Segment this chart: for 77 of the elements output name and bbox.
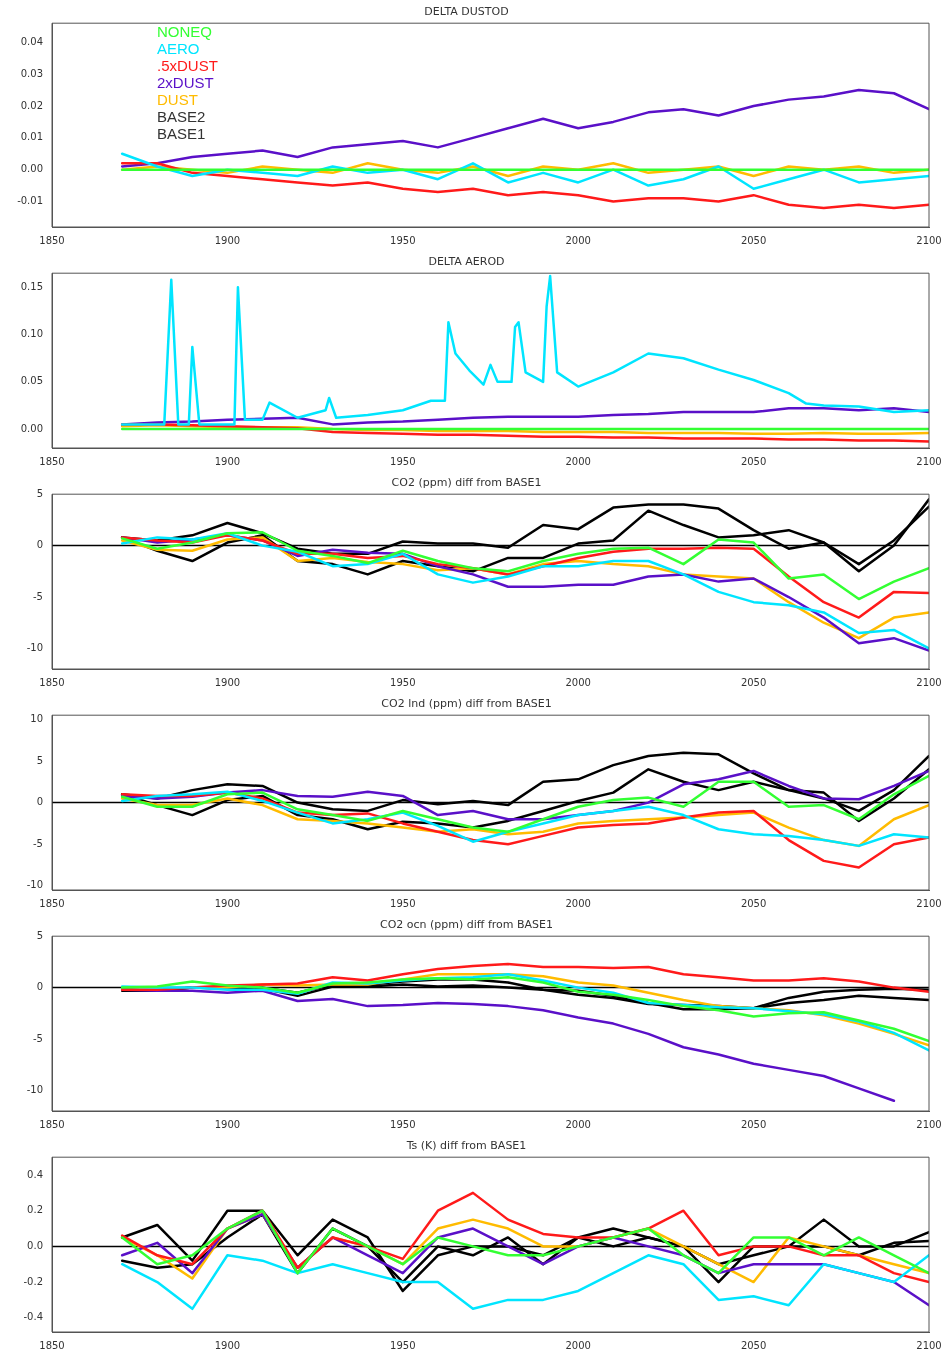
y-tick-label: -10 [26, 879, 43, 891]
y-tick-label: 0.02 [20, 99, 43, 111]
y-tick-label: 0.15 [20, 280, 43, 292]
x-tick-label: 1900 [214, 455, 241, 467]
legend-label: BASE1 [157, 124, 206, 142]
y-tick-label: 10 [30, 712, 43, 724]
x-tick-label: 2050 [740, 1118, 767, 1130]
x-tick-label: 2100 [916, 1339, 942, 1351]
text: 2xDUST [157, 73, 214, 91]
x-tick-label: 2050 [740, 234, 767, 246]
y-tick-label: 5 [36, 754, 43, 766]
x-tick-label: 2100 [916, 455, 942, 467]
x-tick-label: 2000 [565, 1118, 591, 1130]
x-tick-label: 2000 [565, 234, 591, 246]
y-tick-label: -10 [26, 642, 43, 654]
x-tick-label: 1900 [214, 1339, 241, 1351]
y-tick-label: 0 [36, 981, 43, 993]
x-tick-label: 1950 [390, 897, 416, 909]
y-tick-label: -5 [33, 837, 43, 849]
x-tick-label: 2000 [565, 897, 591, 909]
y-tick-label: 0.00 [20, 422, 43, 434]
legend-label: BASE2 [157, 107, 206, 125]
x-tick-label: 2100 [916, 234, 942, 246]
y-tick-label: 0 [36, 796, 43, 808]
x-tick-label: 1850 [39, 897, 65, 909]
chart-title: Ts (K) diff from BASE1 [405, 1139, 527, 1153]
y-tick-label: 0.10 [20, 328, 43, 340]
y-tick-label: 5 [36, 929, 43, 941]
y-tick-label: -5 [33, 590, 43, 602]
x-tick-label: 1850 [39, 1339, 65, 1351]
chart-title: CO2 (ppm) diff from BASE1 [391, 476, 542, 490]
y-tick-label: 0.00 [20, 163, 43, 175]
text: DUST [157, 90, 198, 108]
chart-title: DELTA DUSTOD [424, 5, 509, 19]
x-tick-label: 2050 [740, 897, 767, 909]
y-tick-label: -0.4 [23, 1311, 43, 1323]
x-tick-label: 1850 [39, 676, 65, 688]
y-tick-label: 0.05 [20, 375, 43, 387]
x-tick-label: 2000 [565, 1339, 591, 1351]
x-tick-label: 1950 [390, 234, 416, 246]
x-tick-label: 2100 [916, 676, 942, 688]
x-tick-label: 2000 [565, 455, 591, 467]
x-tick-label: 2050 [740, 455, 767, 467]
y-tick-label: -5 [33, 1032, 43, 1044]
text: .5xDUST [157, 56, 218, 74]
x-tick-label: 1900 [214, 897, 241, 909]
y-tick-label: 0 [36, 539, 43, 551]
x-tick-label: 1900 [214, 1118, 241, 1130]
x-tick-label: 1900 [214, 234, 241, 246]
y-tick-label: 0.03 [20, 67, 43, 79]
x-tick-label: 1850 [39, 1118, 65, 1130]
x-tick-label: 1850 [39, 234, 65, 246]
y-tick-label: 0.4 [27, 1168, 43, 1180]
x-tick-label: 1950 [390, 455, 416, 467]
y-tick-label: 0.2 [27, 1204, 43, 1216]
chart-title: CO2 lnd (ppm) diff from BASE1 [381, 697, 552, 711]
x-tick-label: 2050 [740, 676, 767, 688]
x-tick-label: 2100 [916, 1118, 942, 1130]
y-tick-label: -0.01 [17, 195, 43, 207]
x-tick-label: 2050 [740, 1339, 767, 1351]
y-tick-label: 0.04 [20, 35, 43, 47]
y-tick-label: -10 [26, 1084, 43, 1096]
x-tick-label: 2000 [565, 676, 591, 688]
x-tick-label: 1950 [390, 1118, 416, 1130]
y-tick-label: 0.01 [20, 131, 43, 143]
x-tick-label: 1950 [390, 1339, 416, 1351]
x-tick-label: 1950 [390, 676, 416, 688]
y-tick-label: 5 [36, 487, 43, 499]
x-tick-label: 2100 [916, 897, 942, 909]
chart-title: CO2 ocn (ppm) diff from BASE1 [379, 918, 554, 932]
x-tick-label: 1850 [39, 455, 65, 467]
chart-title: DELTA AEROD [428, 255, 505, 269]
text: AERO [157, 39, 200, 57]
y-tick-label: 0.0 [27, 1239, 43, 1251]
y-tick-label: -0.2 [23, 1275, 43, 1287]
x-tick-label: 1900 [214, 676, 241, 688]
text: NONEQ [157, 22, 213, 40]
